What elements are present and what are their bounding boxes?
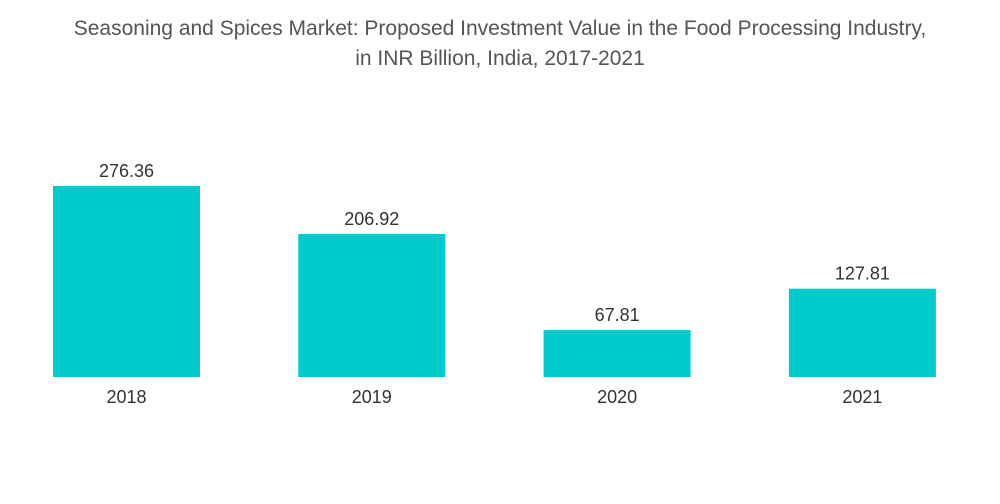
x-tick-label-2021: 2021 xyxy=(842,387,882,407)
bar-value-label-2020: 67.81 xyxy=(595,305,640,325)
bar-2018 xyxy=(53,186,200,377)
x-tick-label-2018: 2018 xyxy=(106,387,146,407)
x-tick-label-2020: 2020 xyxy=(597,387,637,407)
bar-value-label-2019: 206.92 xyxy=(344,209,399,229)
bars-layer xyxy=(53,186,936,377)
chart-title-line-1: Seasoning and Spices Market: Proposed In… xyxy=(73,17,927,40)
x-axis-tick-labels: 2018 2019 2020 2021 xyxy=(106,387,882,407)
x-tick-label-2019: 2019 xyxy=(352,387,392,407)
bar-value-label-2021: 127.81 xyxy=(835,264,890,284)
value-labels-layer: 276.36 206.92 67.81 127.81 xyxy=(99,161,890,325)
chart-title: Seasoning and Spices Market: Proposed In… xyxy=(0,14,1000,74)
bar-2021 xyxy=(788,288,936,377)
chart-subtitle: in INR Billion, India, 2017-2021 xyxy=(355,47,645,70)
bar-value-label-2018: 276.36 xyxy=(99,161,154,181)
bar-2019 xyxy=(298,234,446,377)
bar-2020 xyxy=(543,330,691,377)
